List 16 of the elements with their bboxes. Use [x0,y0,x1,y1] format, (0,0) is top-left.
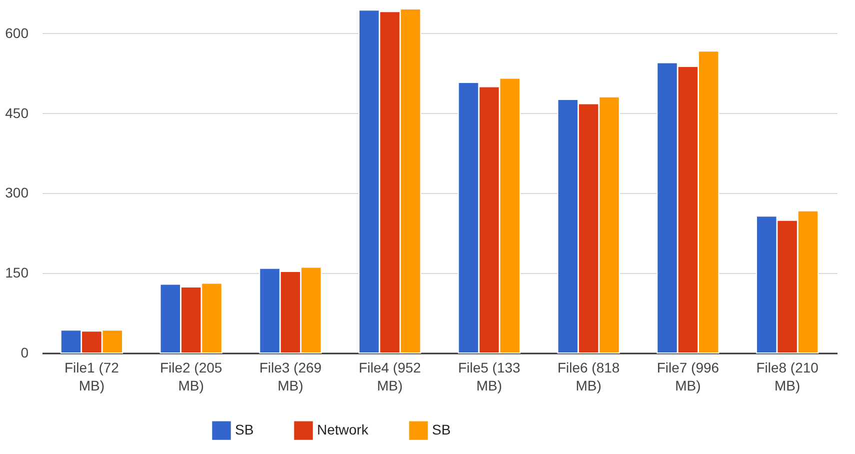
x-tick-label: File8 (210 MB) [756,360,819,394]
legend-label: SB [432,422,451,438]
y-tick-label: 0 [20,344,29,360]
y-tick-label: 150 [5,264,29,281]
x-tick-label: File4 (952 MB) [358,360,422,394]
legend-label: Network [317,422,370,438]
y-tick-label: 300 [5,184,29,201]
y-tick-label: 600 [5,24,29,41]
x-tick-label: File3 (269 MB) [259,360,322,394]
y-tick-label: 450 [5,104,29,121]
x-tick-label: File1 (72 MB) [64,360,120,394]
legend-label: SB [235,422,254,438]
x-tick-label: File7 (996 MB) [656,360,720,394]
x-tick-label: File5 (133 MB) [458,360,521,394]
x-tick-label: File6 (818 MB) [557,360,620,394]
x-tick-label: File2 (205 MB) [160,360,222,394]
